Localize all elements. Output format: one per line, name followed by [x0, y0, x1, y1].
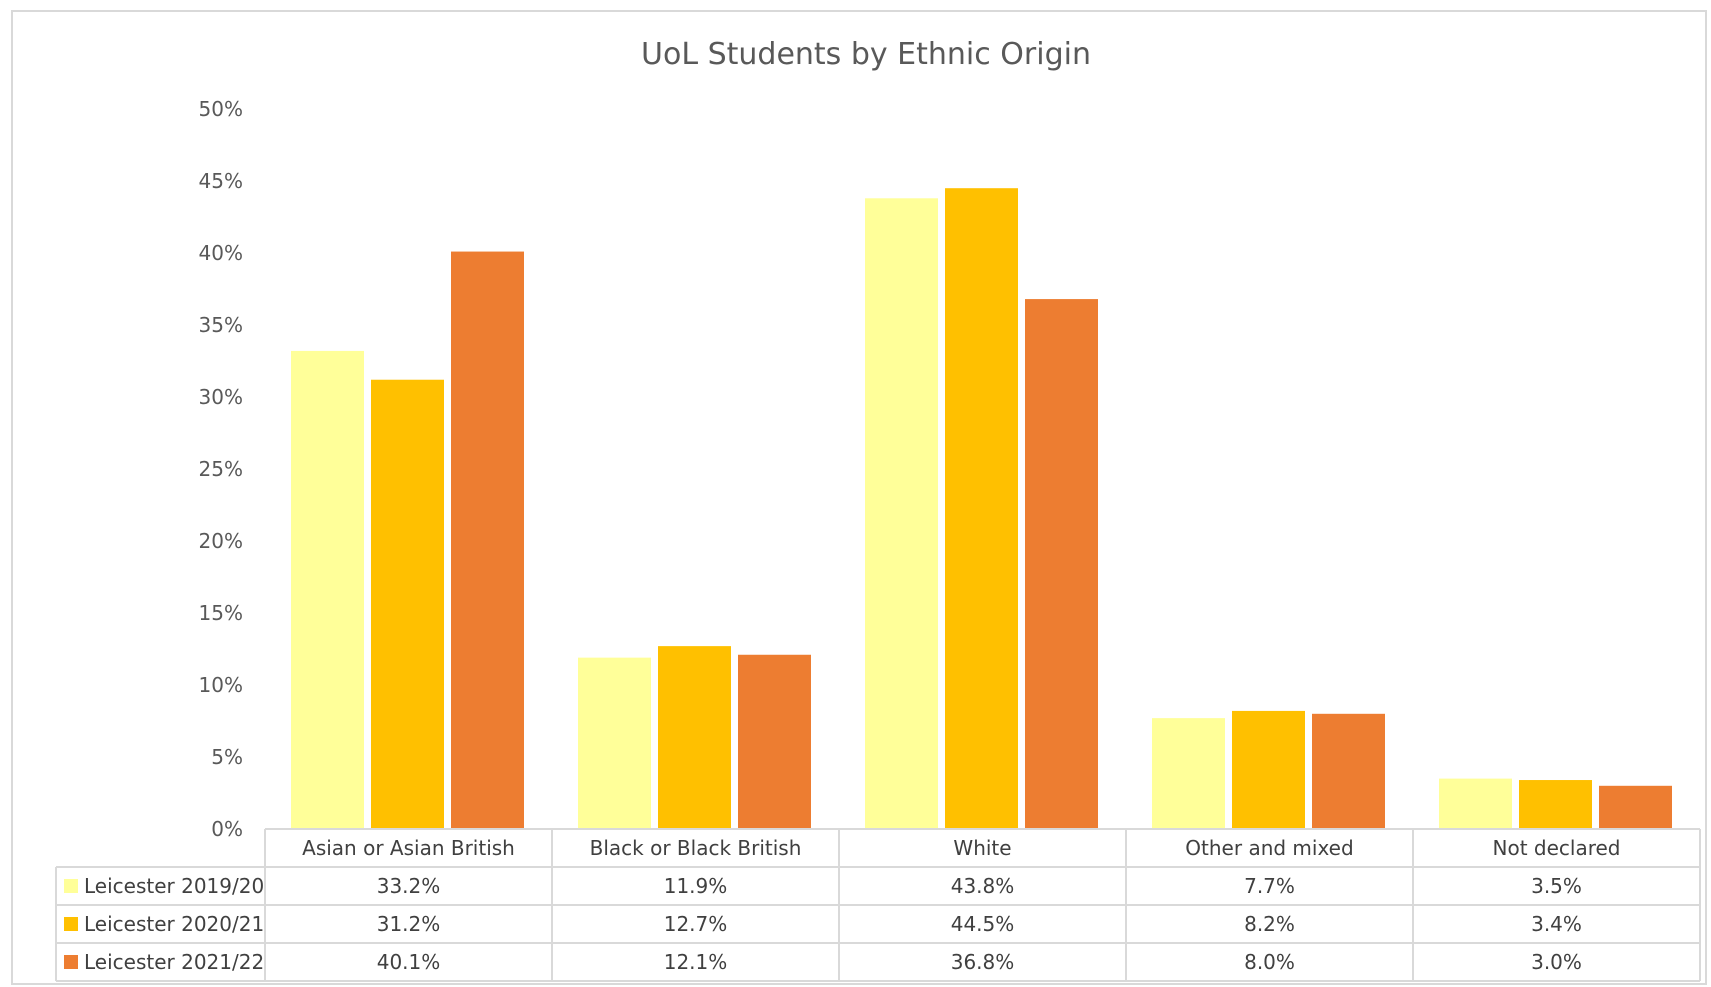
x-category-label: Not declared [1493, 836, 1621, 860]
data-label: 12.7% [664, 912, 728, 936]
bar [1232, 710, 1305, 829]
bar [291, 350, 364, 829]
bar [1599, 785, 1672, 829]
legend-label: Leicester 2020/21 [84, 912, 264, 936]
bar [1439, 778, 1512, 829]
y-tick-label: 20% [199, 529, 243, 553]
data-label: 43.8% [951, 874, 1015, 898]
data-label: 3.5% [1531, 874, 1582, 898]
data-label: 33.2% [377, 874, 441, 898]
bar [578, 657, 651, 829]
bar [658, 646, 731, 829]
data-label: 36.8% [951, 950, 1015, 974]
y-tick-label: 25% [199, 457, 243, 481]
x-category-label: Black or Black British [590, 836, 802, 860]
data-label: 3.0% [1531, 950, 1582, 974]
data-label: 31.2% [377, 912, 441, 936]
bar [1152, 718, 1225, 829]
legend-key [64, 917, 78, 931]
y-tick-label: 5% [211, 745, 243, 769]
y-tick-label: 50% [199, 97, 243, 121]
bar [738, 654, 811, 829]
y-tick-label: 0% [211, 817, 243, 841]
legend-key [64, 879, 78, 893]
data-table: Asian or Asian British Black or Black Bri… [55, 828, 1701, 982]
x-category-label: Other and mixed [1185, 836, 1353, 860]
data-label: 8.0% [1244, 950, 1295, 974]
y-tick-label: 40% [199, 241, 243, 265]
y-tick-label: 15% [199, 601, 243, 625]
data-label: 44.5% [951, 912, 1015, 936]
bar [371, 379, 444, 829]
data-label: 7.7% [1244, 874, 1295, 898]
chart-title: UoL Students by Ethnic Origin [641, 37, 1091, 72]
legend-key [64, 955, 78, 969]
x-category-label: White [953, 836, 1011, 860]
x-category-label: Asian or Asian British [302, 836, 515, 860]
data-label: 3.4% [1531, 912, 1582, 936]
y-tick-label: 10% [199, 673, 243, 697]
bar [1312, 713, 1385, 829]
data-label: 11.9% [664, 874, 728, 898]
bar [1025, 299, 1098, 830]
y-axis: 0% 5% 10% 15% 20% 25% 30% 35% 40% 45% 50% [199, 97, 243, 841]
data-label: 40.1% [377, 950, 441, 974]
bar [1519, 780, 1592, 829]
legend-label: Leicester 2019/20 [84, 874, 264, 898]
y-tick-label: 45% [199, 169, 243, 193]
bar [945, 188, 1018, 829]
bars [291, 188, 1672, 830]
bar [865, 198, 938, 829]
y-tick-label: 35% [199, 313, 243, 337]
bar [451, 251, 524, 829]
y-tick-label: 30% [199, 385, 243, 409]
data-label: 8.2% [1244, 912, 1295, 936]
data-label: 12.1% [664, 950, 728, 974]
legend-label: Leicester 2021/22 [84, 950, 264, 974]
